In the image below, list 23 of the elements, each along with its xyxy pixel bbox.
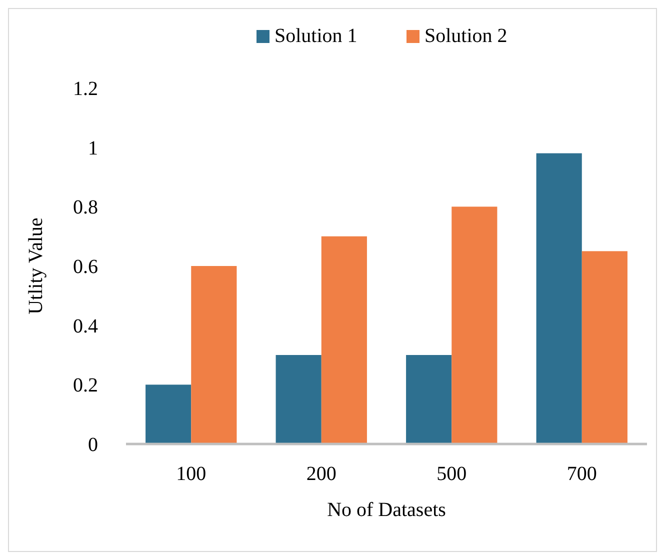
y-tick-label: 1 [88, 137, 98, 160]
x-tick-label: 100 [176, 463, 206, 485]
x-axis-title: No of Datasets [327, 499, 446, 521]
y-tick-label: 0.6 [73, 256, 98, 278]
bar [276, 355, 322, 444]
legend-label: Solution 1 [274, 25, 358, 47]
y-tick-label: 0.4 [73, 315, 98, 338]
y-tick-label: 0.2 [73, 374, 98, 397]
bar [582, 251, 628, 444]
bar [406, 355, 452, 444]
y-axis-title: Utlity Value [25, 217, 47, 314]
y-tick-label: 1.2 [73, 78, 98, 100]
x-tick-label: 200 [306, 463, 336, 485]
bar [191, 266, 237, 444]
y-tick-label: 0.8 [73, 196, 98, 219]
bar [321, 236, 367, 444]
bar [452, 206, 498, 444]
legend-label: Solution 2 [424, 25, 508, 47]
y-tick-label: 0 [88, 434, 98, 456]
x-tick-label: 700 [566, 463, 597, 485]
bar [146, 384, 192, 444]
bar [536, 153, 582, 444]
x-tick-label: 500 [436, 463, 467, 485]
